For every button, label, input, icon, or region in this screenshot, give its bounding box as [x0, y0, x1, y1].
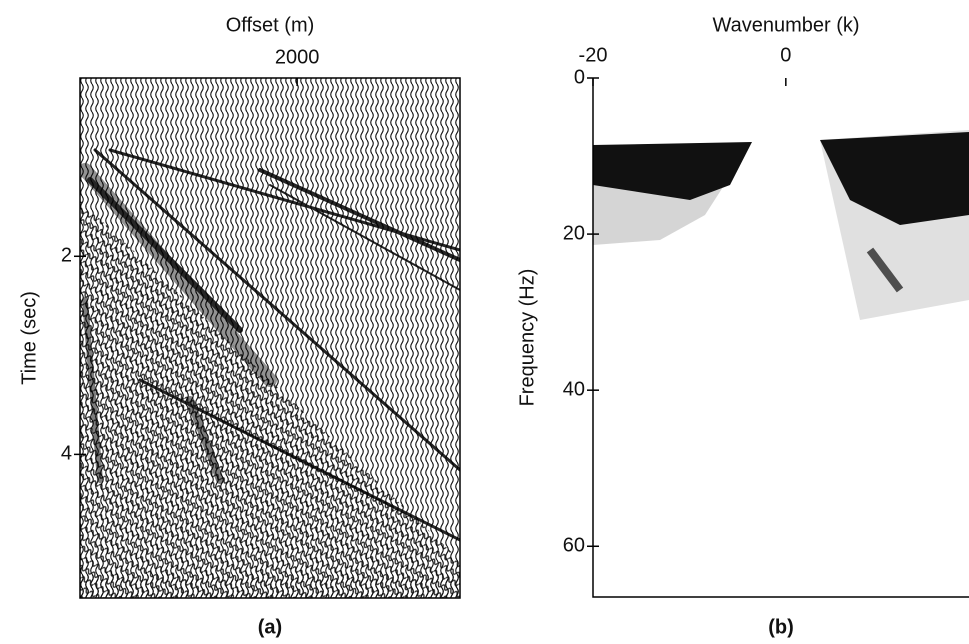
y-tick-label: 20 — [563, 222, 585, 244]
panel-caption: (b) — [768, 616, 794, 638]
y-axis-title: Frequency (Hz) — [516, 269, 538, 407]
x-axis-title: Offset (m) — [226, 14, 315, 36]
x-tick-label: -20 — [579, 44, 608, 66]
x-tick-label: 0 — [780, 44, 791, 66]
y-tick-label: 4 — [61, 443, 72, 465]
y-tick-label: 60 — [563, 535, 585, 557]
x-tick-label: 2000 — [275, 46, 320, 68]
axes-frame — [592, 78, 969, 598]
x-axis-title: Wavenumber (k) — [712, 14, 859, 36]
spectrum-image — [593, 78, 969, 597]
seismic-image — [80, 78, 460, 598]
panel-caption: (a) — [258, 616, 282, 638]
y-axis-title: Time (sec) — [18, 291, 40, 385]
frame — [79, 77, 461, 599]
y-tick-label: 40 — [563, 378, 585, 400]
y-tick-label: 2 — [61, 245, 72, 267]
y-tick-label: 0 — [574, 66, 585, 88]
